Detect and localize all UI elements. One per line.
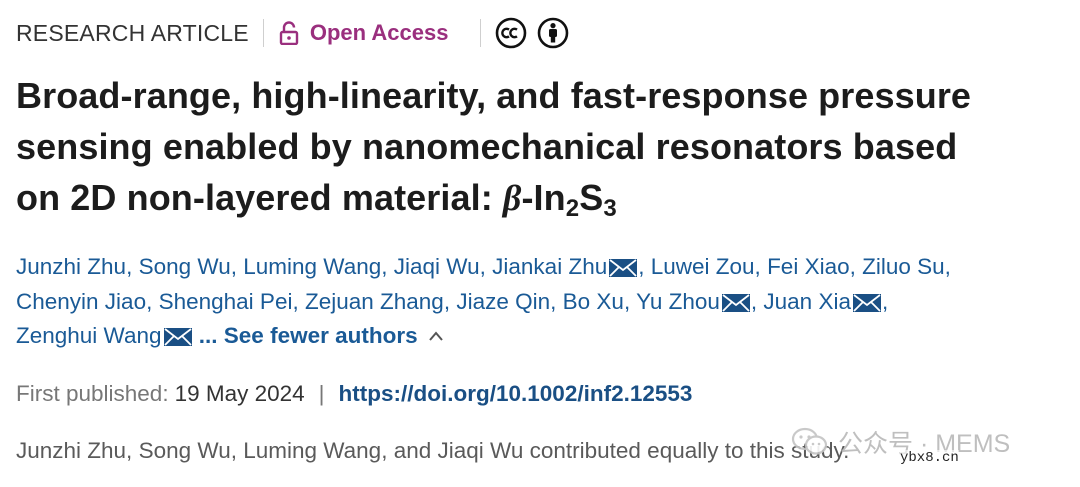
author-item[interactable]: Bo Xu — [563, 289, 624, 314]
author-item[interactable]: Jiaze Qin — [456, 289, 550, 314]
author-item[interactable]: Jiaqi Wu — [394, 254, 480, 279]
author-item[interactable]: Zejuan Zhang — [305, 289, 444, 314]
author-separator: , — [754, 254, 768, 279]
author-item[interactable]: Junzhi Zhu — [16, 254, 126, 279]
author-name[interactable]: Luwei Zou — [650, 254, 755, 279]
author-name[interactable]: Ziluo Su — [862, 254, 945, 279]
author-name[interactable]: Fei Xiao — [767, 254, 850, 279]
first-published-label: First published: — [16, 381, 169, 406]
doi-link[interactable]: https://doi.org/10.1002/inf2.12553 — [338, 381, 693, 406]
author-separator: , — [944, 254, 951, 279]
publication-date: 19 May 2024 — [174, 381, 305, 406]
author-separator: , — [146, 288, 159, 314]
email-icon[interactable] — [852, 293, 882, 313]
formula-in: -In — [521, 177, 566, 218]
author-name[interactable]: Jiankai Zhu — [492, 254, 608, 279]
header-divider — [262, 19, 264, 47]
email-icon[interactable] — [721, 293, 751, 313]
author-separator: , — [550, 288, 563, 314]
formula-beta: β — [502, 178, 522, 218]
author-separator: , — [443, 288, 457, 314]
author-separator: , — [881, 288, 889, 314]
author-separator: , — [230, 254, 244, 279]
separator: | — [318, 381, 325, 406]
author-separator: , — [623, 288, 637, 314]
author-item[interactable]: Luming Wang — [243, 254, 381, 279]
author-separator: , — [381, 254, 394, 279]
title-line-3: on 2D non-layered material: — [16, 177, 503, 218]
title-line-2: sensing enabled by nanomechanical resona… — [16, 126, 958, 167]
creative-commons-icon[interactable] — [495, 17, 527, 49]
article-title: Broad-range, high-linearity, and fast-re… — [16, 70, 1076, 224]
email-icon[interactable] — [608, 258, 638, 278]
chevron-up-icon — [428, 331, 443, 341]
author-name[interactable]: Luming Wang — [243, 254, 382, 279]
unlocked-padlock-icon — [279, 21, 299, 45]
author-name[interactable]: Jiaqi Wu — [393, 254, 480, 279]
author-item[interactable]: Yu Zhou — [636, 289, 751, 314]
author-name[interactable]: Jiaze Qin — [456, 288, 551, 314]
author-name[interactable]: Juan Xia — [763, 288, 851, 314]
author-item[interactable]: Luwei Zou — [651, 254, 755, 279]
author-item[interactable]: Chenyin Jiao — [16, 289, 146, 314]
see-fewer-authors-button[interactable]: ... See fewer authors — [199, 323, 444, 348]
author-name[interactable]: Song Wu — [138, 254, 231, 279]
author-item[interactable]: Ziluo Su — [862, 254, 945, 279]
wechat-icon — [791, 427, 828, 455]
author-name[interactable]: Zejuan Zhang — [304, 288, 444, 314]
header-divider — [480, 19, 482, 47]
article-type-label: RESEARCH ARTICLE — [16, 19, 249, 46]
author-list: Junzhi Zhu, Song Wu, Luming Wang, Jiaqi … — [16, 250, 1066, 354]
author-item[interactable]: Song Wu — [139, 254, 231, 279]
article-header: RESEARCH ARTICLE Open Access — [16, 16, 579, 50]
open-access-badge[interactable]: Open Access — [278, 20, 449, 46]
author-separator: , — [638, 254, 651, 279]
author-item[interactable]: Zenghui Wang — [16, 323, 193, 348]
see-fewer-label: ... See fewer authors — [198, 323, 418, 348]
author-name[interactable]: Bo Xu — [562, 288, 624, 314]
equal-contribution-note: Junzhi Zhu, Song Wu, Luming Wang, and Ji… — [16, 438, 850, 463]
author-separator: , — [750, 288, 764, 314]
open-access-label: Open Access — [309, 20, 449, 45]
attribution-icon[interactable] — [537, 17, 569, 49]
publication-info: First published: 19 May 2024 | https://d… — [16, 378, 692, 410]
author-item[interactable]: Shenghai Pei — [159, 289, 293, 314]
author-name[interactable]: Junzhi Zhu — [16, 254, 127, 279]
watermark-site: ybx8.cn — [900, 450, 959, 466]
author-name[interactable]: Zenghui Wang — [16, 323, 162, 348]
author-name[interactable]: Chenyin Jiao — [16, 288, 147, 314]
author-separator: , — [292, 288, 305, 314]
formula-s: S — [579, 177, 604, 218]
formula-subscript: 2 — [565, 195, 580, 222]
author-item[interactable]: Juan Xia — [763, 289, 882, 314]
author-item[interactable]: Fei Xiao — [767, 254, 850, 279]
author-name[interactable]: Yu Zhou — [636, 288, 720, 314]
author-separator: , — [849, 254, 863, 279]
author-name[interactable]: Shenghai Pei — [158, 288, 293, 314]
author-separator: , — [479, 254, 493, 279]
title-line-1: Broad-range, high-linearity, and fast-re… — [16, 75, 972, 116]
author-separator: , — [126, 254, 139, 279]
email-icon[interactable] — [163, 327, 193, 347]
author-item[interactable]: Jiankai Zhu — [492, 254, 638, 279]
formula-subscript: 3 — [603, 195, 617, 222]
